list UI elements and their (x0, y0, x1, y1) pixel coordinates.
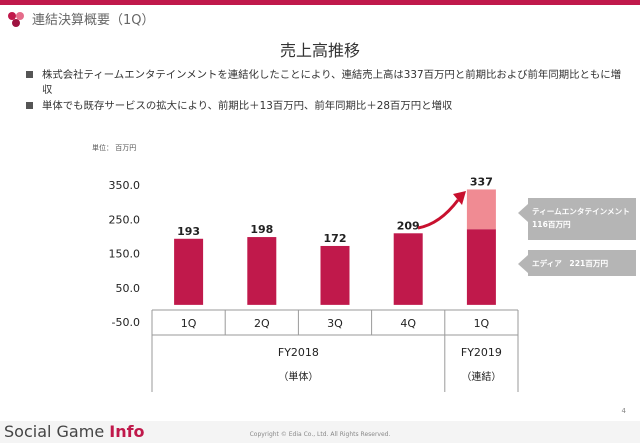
y-tick-label: 250.0 (109, 213, 141, 226)
callout-box-bottom (528, 250, 636, 276)
x-tick-label: 3Q (327, 317, 343, 330)
y-tick-label: 150.0 (109, 248, 141, 261)
y-tick-label: 50.0 (116, 282, 141, 295)
bar-total-label: 172 (324, 232, 347, 245)
copyright-text: Copyright © Edia Co., Ltd. All Rights Re… (249, 431, 391, 438)
x-tick-label: 1Q (181, 317, 197, 330)
x-group-label: FY2018 (278, 346, 319, 359)
bar-total-label: 337 (470, 175, 493, 188)
growth-arrow-icon (417, 199, 460, 230)
bar-stack-top (466, 189, 496, 230)
header-title: 連結決算概要（1Q） (32, 13, 155, 28)
x-group-sublabel: （単体） (278, 370, 318, 383)
unit-label: 単位： 百万円 (92, 144, 137, 152)
brand-logo-text: Social Game Info (4, 422, 145, 441)
callout-pointer (518, 255, 528, 273)
x-group-label: FY2019 (461, 346, 502, 359)
callout-box-top (528, 198, 636, 240)
bar-main (247, 237, 277, 305)
company-logo-icon (8, 12, 24, 27)
y-tick-label: 350.0 (109, 179, 141, 192)
slide-title: 売上高推移 (279, 41, 360, 60)
bullet-item: 株式会社ティームエンタテインメントを連結化したことにより、連結売上高は337百万… (24, 68, 624, 98)
bar-main (174, 238, 204, 305)
footer-bar (0, 421, 640, 443)
bar-total-label: 198 (250, 223, 273, 236)
x-tick-label: 1Q (474, 317, 490, 330)
bullet-text: 単体でも既存サービスの拡大により、前期比＋13百万円、前年同期比＋28百万円と増… (42, 100, 453, 112)
growth-arrowhead-icon (453, 191, 466, 205)
bullet-list: 株式会社ティームエンタテインメントを連結化したことにより、連結売上高は337百万… (24, 68, 624, 115)
page-number: 4 (621, 407, 626, 415)
callout-series-value: 116百万円 (532, 220, 571, 229)
bullet-item: 単体でも既存サービスの拡大により、前期比＋13百万円、前年同期比＋28百万円と増… (24, 99, 624, 114)
bullet-square-icon (26, 102, 33, 109)
bar-total-label: 209 (397, 219, 420, 232)
x-tick-label: 2Q (254, 317, 270, 330)
x-tick-label: 4Q (400, 317, 416, 330)
x-group-sublabel: （連結） (461, 370, 501, 383)
bullet-square-icon (26, 71, 33, 78)
bar-main (320, 245, 350, 305)
bar-total-label: 193 (177, 225, 200, 238)
callout-series-name: エディア 221百万円 (532, 258, 608, 268)
bullet-text: 株式会社ティームエンタテインメントを連結化したことにより、連結売上高は337百万… (42, 69, 622, 96)
bar-main (466, 229, 496, 305)
callout-pointer (518, 204, 528, 222)
callout-series-name: ティームエンタテインメント (532, 206, 630, 216)
y-tick-label: -50.0 (112, 316, 140, 329)
bar-main (393, 233, 423, 305)
top-accent-bar (0, 0, 640, 5)
